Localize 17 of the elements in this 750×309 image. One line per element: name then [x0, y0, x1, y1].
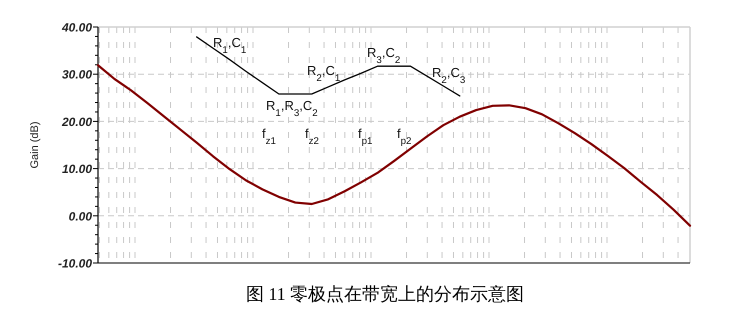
- y-tick-label: 30.00: [62, 68, 92, 82]
- y-axis-title: Gain (dB): [29, 121, 41, 169]
- annotation: R$_{1}$,R$_{3}$,C$_{2}$: [266, 98, 318, 118]
- y-tick-label: 20.00: [60, 114, 92, 129]
- annotation: f$_{z2}$: [305, 126, 319, 146]
- annotation: f$_{p1}$: [358, 126, 372, 146]
- annotation: R$_{2}$,C$_{1}$: [307, 63, 340, 84]
- annotation: R$_{3}$,C$_{2}$: [367, 45, 400, 66]
- text: 图 11 零极点在带宽上的分布示意图: [246, 284, 524, 304]
- annotation: f$_{z1}$: [262, 126, 276, 146]
- annotation: R$_{2}$,C$_{3}$: [432, 65, 466, 86]
- y-tick-label: 10.00: [62, 162, 92, 176]
- y-tick-label: -10.00: [58, 256, 92, 270]
- y-tick-label: 40.00: [60, 20, 92, 34]
- y-tick-label: 0.00: [68, 209, 92, 224]
- annotation: f$_{p2}$: [397, 126, 412, 146]
- annotation: R$_{1}$,C$_{1}$: [213, 35, 246, 56]
